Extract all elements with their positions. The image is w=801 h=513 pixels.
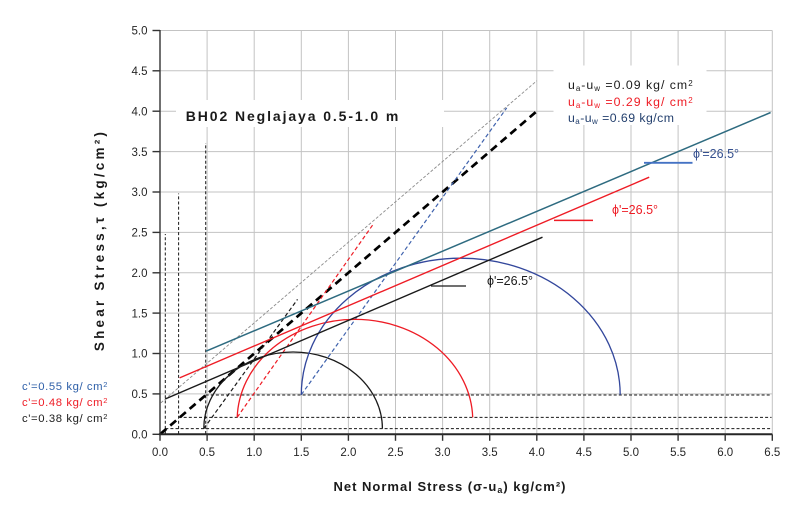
svg-text:5.0: 5.0 bbox=[623, 447, 639, 459]
svg-text:3.5: 3.5 bbox=[132, 147, 148, 159]
svg-text:5.5: 5.5 bbox=[670, 447, 686, 459]
svg-text:3.0: 3.0 bbox=[132, 187, 148, 199]
svg-text:0.0: 0.0 bbox=[132, 430, 148, 442]
svg-text:ϕ'=26.5°: ϕ'=26.5° bbox=[693, 147, 739, 161]
svg-text:ua-uw =0.09 kg/ cm2: ua-uw =0.09 kg/ cm2 bbox=[568, 78, 694, 93]
svg-text:2.0: 2.0 bbox=[340, 447, 356, 459]
svg-text:0.5: 0.5 bbox=[199, 447, 215, 459]
svg-text:Net Normal Stress (σ-ua) kg/cm: Net Normal Stress (σ-ua) kg/cm²) bbox=[333, 479, 566, 495]
svg-text:3.0: 3.0 bbox=[435, 447, 451, 459]
svg-text:6.0: 6.0 bbox=[717, 447, 733, 459]
svg-text:Shear Stress,τ (kg/cm²): Shear Stress,τ (kg/cm²) bbox=[92, 129, 107, 351]
svg-text:0.0: 0.0 bbox=[152, 447, 168, 459]
svg-text:1.0: 1.0 bbox=[246, 447, 262, 459]
svg-text:3.5: 3.5 bbox=[482, 447, 498, 459]
svg-text:c'=0.48 kg/ cm2: c'=0.48 kg/ cm2 bbox=[22, 396, 108, 409]
svg-text:ϕ'=26.5°: ϕ'=26.5° bbox=[612, 203, 658, 217]
svg-text:4.5: 4.5 bbox=[132, 66, 148, 78]
svg-text:5.0: 5.0 bbox=[132, 26, 148, 38]
svg-text:2.0: 2.0 bbox=[132, 268, 148, 280]
svg-text:ua-uw =0.29 kg/ cm2: ua-uw =0.29 kg/ cm2 bbox=[568, 95, 694, 110]
svg-text:0.5: 0.5 bbox=[132, 389, 148, 401]
svg-text:1.5: 1.5 bbox=[132, 308, 148, 320]
svg-text:ϕ'=26.5°: ϕ'=26.5° bbox=[487, 274, 533, 288]
svg-text:2.5: 2.5 bbox=[132, 228, 148, 240]
svg-text:1.0: 1.0 bbox=[132, 349, 148, 361]
svg-text:BH02 Neglajaya 0.5-1.0 m: BH02 Neglajaya 0.5-1.0 m bbox=[186, 108, 400, 124]
svg-text:1.5: 1.5 bbox=[293, 447, 309, 459]
svg-text:6.5: 6.5 bbox=[764, 447, 780, 459]
svg-text:4.0: 4.0 bbox=[529, 447, 545, 459]
svg-text:c'=0.38 kg/ cm2: c'=0.38 kg/ cm2 bbox=[22, 412, 108, 425]
svg-text:4.0: 4.0 bbox=[132, 106, 148, 118]
svg-text:ua-uw =0.69 kg/cm: ua-uw =0.69 kg/cm bbox=[568, 111, 674, 126]
svg-text:2.5: 2.5 bbox=[388, 447, 404, 459]
svg-text:c'=0.55 kg/ cm2: c'=0.55 kg/ cm2 bbox=[22, 380, 108, 393]
svg-text:4.5: 4.5 bbox=[576, 447, 592, 459]
